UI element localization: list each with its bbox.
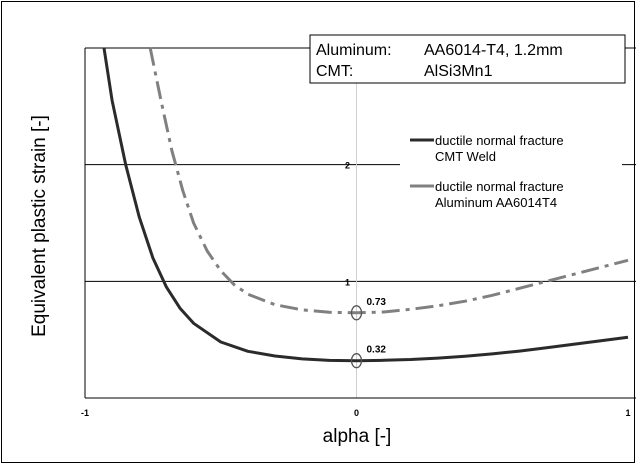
- x-axis-title: alpha [-]: [323, 426, 392, 447]
- info-cmt-value: AlSi3Mn1: [424, 63, 493, 80]
- min-marker-1: [350, 305, 363, 321]
- y-axis-title: Equivalent plastic strain [-]: [29, 115, 50, 337]
- series-line-0: [102, 47, 629, 363]
- min-value-label-0: 0.32: [367, 345, 387, 356]
- min-marker-0: [350, 353, 363, 369]
- x-tick-label: 1: [625, 408, 630, 418]
- axes: [84, 48, 636, 399]
- info-box-border: [309, 34, 626, 84]
- info-cmt-label: CMT:: [316, 63, 353, 80]
- legend: ductile normal fracture CMT Weld ductile…: [400, 124, 622, 224]
- legend-cmt-line2: CMT Weld: [435, 149, 496, 164]
- y-tick-label: 2: [345, 161, 350, 171]
- y-tick-label: 1: [345, 277, 350, 287]
- min-markers: 0.32 0.73: [350, 297, 387, 369]
- info-box: Aluminum: AA6014-T4, 1.2mm CMT: AlSi3Mn1: [309, 34, 626, 84]
- x-tick-label: -1: [81, 408, 89, 418]
- series-lines: [102, 47, 629, 363]
- legend-aluminum-line1: ductile normal fracture: [435, 179, 564, 194]
- info-aluminum-value: AA6014-T4, 1.2mm: [424, 42, 563, 59]
- legend-background: [400, 124, 622, 224]
- info-aluminum-label: Aluminum:: [316, 42, 392, 59]
- legend-aluminum-line2: Aluminum AA6014T4: [435, 195, 557, 210]
- tick-labels: -1 0 1 1 2: [81, 161, 631, 418]
- legend-cmt-line1: ductile normal fracture: [435, 133, 564, 148]
- series-line-1: [148, 47, 629, 315]
- min-value-label-1: 0.73: [367, 297, 387, 308]
- x-tick-label: 0: [354, 408, 359, 418]
